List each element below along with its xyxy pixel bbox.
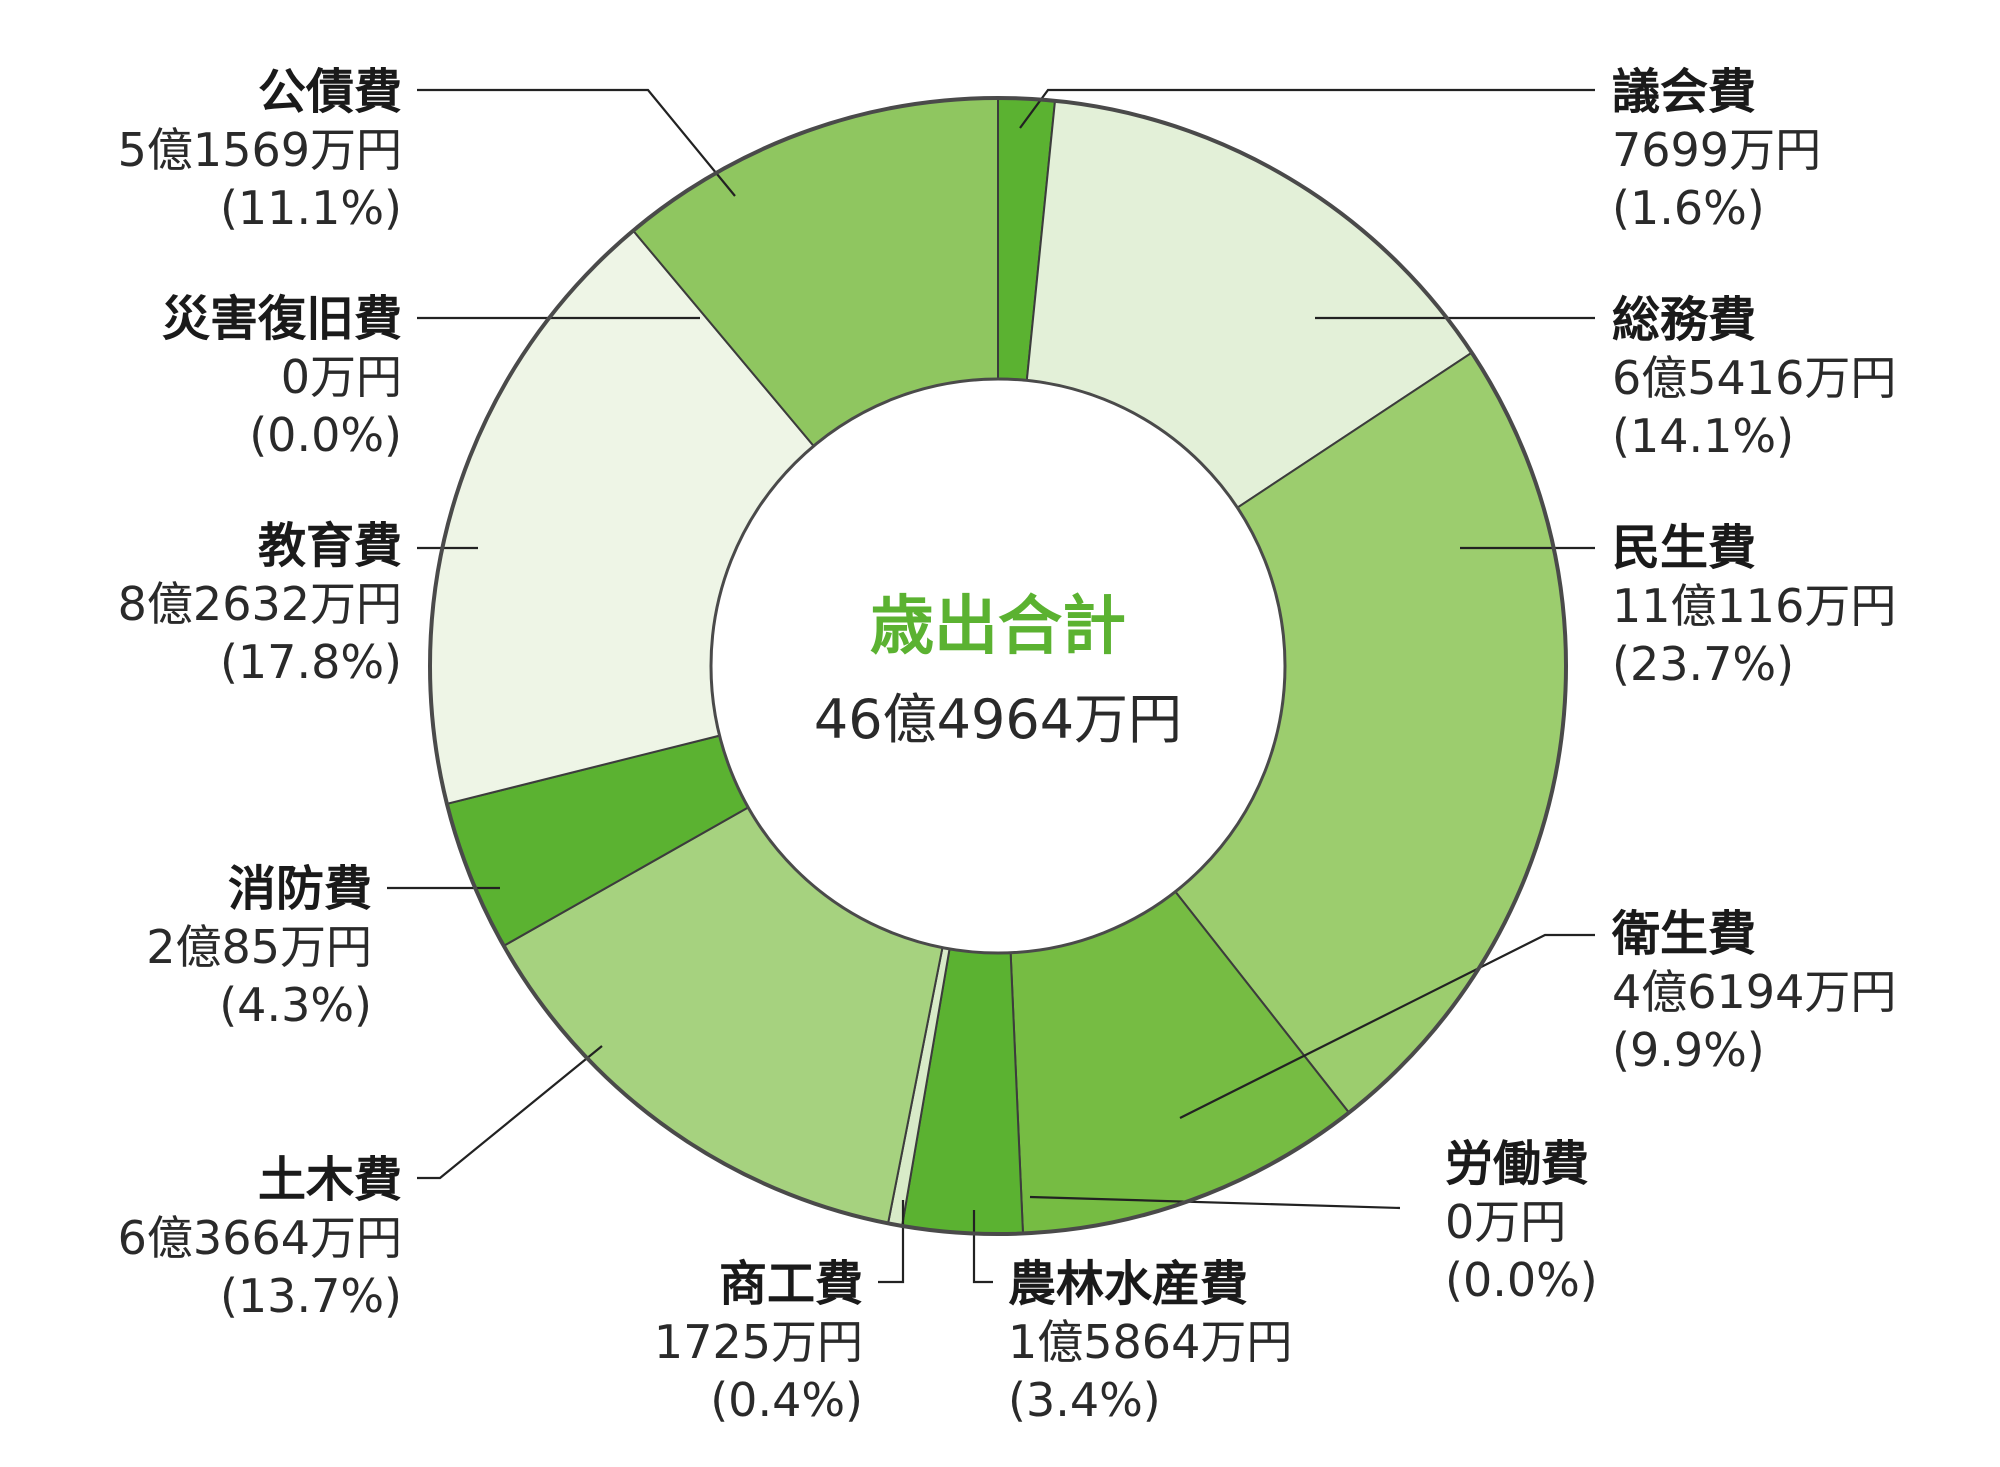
slice-5-amount-label: 1億5864万円 (1008, 1315, 1292, 1369)
slice-0-leader-line (1019, 88, 1595, 129)
slice-2-percent-label: (23.7%) (1612, 637, 1794, 691)
slice-6-percent-label: (0.4%) (710, 1373, 863, 1427)
slice-10-amount-label: 0万円 (281, 350, 402, 404)
slice-8-name-label: 消防費 (228, 861, 372, 917)
slice-8-amount-label: 2億85万円 (146, 920, 372, 974)
slice-1-percent-label: (14.1%) (1612, 409, 1794, 463)
slice-9-percent-label: (17.8%) (220, 635, 402, 689)
slice-7-leader-line (417, 1045, 603, 1180)
donut-center (709, 377, 1287, 955)
slice-0-percent-label: (1.6%) (1612, 181, 1765, 235)
slice-9-name-label: 教育費 (258, 518, 402, 574)
slice-4-amount-label: 0万円 (1445, 1195, 1566, 1249)
slice-3-name-label: 衛生費 (1611, 906, 1756, 962)
slice-4-leader-line (1029, 1195, 1401, 1210)
slice-1-name-label: 総務費 (1612, 292, 1756, 348)
slice-8-percent-label: (4.3%) (219, 978, 372, 1032)
donut-outer-rim (428, 96, 1568, 1236)
slice-0-name-label: 議会費 (1612, 64, 1756, 120)
slice-10-name-label: 災害復旧費 (162, 291, 402, 347)
slice-7-percent-label: (13.7%) (220, 1269, 402, 1323)
slice-2-amount-label: 11億116万円 (1612, 579, 1896, 633)
slice-9-amount-label: 8億2632万円 (118, 577, 402, 631)
slice-2-name-label: 民生費 (1612, 520, 1756, 576)
slice-7-name-label: 土木費 (258, 1152, 402, 1208)
slice-11-percent-label: (11.1%) (220, 181, 402, 235)
slice-7-amount-label: 6億3664万円 (118, 1211, 402, 1265)
slice-0-amount-label: 7699万円 (1612, 123, 1821, 177)
center-title: 歳出合計 (870, 590, 1126, 664)
slice-5-name-label: 農林水産費 (1008, 1256, 1248, 1312)
slice-11-amount-label: 5億1569万円 (118, 123, 402, 177)
slice-3-percent-label: (9.9%) (1612, 1023, 1765, 1077)
slice-3-amount-label: 4億6194万円 (1612, 965, 1896, 1019)
slice-1-amount-label: 6億5416万円 (1612, 351, 1896, 405)
center-total: 46億4964万円 (814, 688, 1182, 751)
slice-6-amount-label: 1725万円 (654, 1315, 863, 1369)
slice-4-name-label: 労働費 (1445, 1136, 1589, 1192)
slice-3-leader-line (1179, 933, 1595, 1119)
slice-11-leader-line (417, 88, 736, 197)
slice-4-percent-label: (0.0%) (1445, 1253, 1598, 1307)
slice-11-name-label: 公債費 (258, 64, 402, 120)
slice-6-name-label: 商工費 (719, 1256, 863, 1312)
slice-5-percent-label: (3.4%) (1008, 1373, 1161, 1427)
slice-10-percent-label: (0.0%) (249, 408, 402, 462)
